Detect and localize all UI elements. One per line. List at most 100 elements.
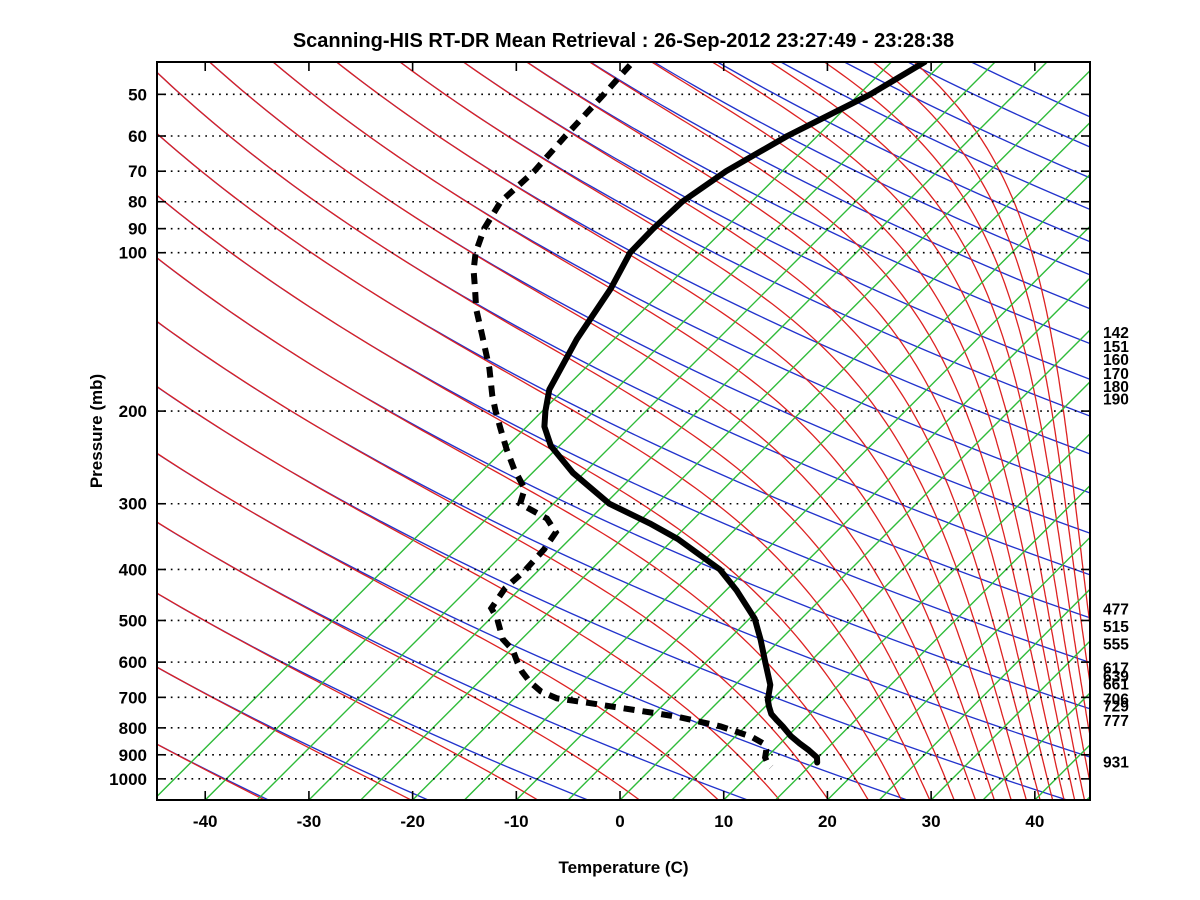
retrieval-level-label: 160 (1103, 352, 1129, 369)
retrieval-level-label: 170 (1103, 366, 1129, 383)
moist-adiabat-line (399, 62, 1027, 800)
moist-adiabat-line (157, 71, 955, 800)
axes-frame: -40 -30 -20 -10 0 10 20 30 40 50 60 70 80 90 100 200 300… (109, 61, 1091, 831)
retrieval-level-label: 706 (1103, 691, 1129, 708)
grid-lines (157, 62, 1090, 800)
x-tick-label: -30 (297, 812, 322, 831)
y-tick-label: 800 (119, 719, 147, 738)
retrieval-level-label: 617 (1103, 661, 1129, 678)
isotherm-line (515, 225, 1090, 800)
retrieval-level-label: 142 (1103, 325, 1129, 342)
moist-adiabat-line (157, 592, 539, 800)
dry-adiabat-line (399, 62, 1090, 417)
dry-adiabat-line (653, 62, 1090, 276)
retrieval-level-label: 639 (1103, 669, 1129, 686)
moist-adiabat-line (157, 320, 829, 800)
x-tick-label: -10 (504, 812, 529, 831)
moist-adiabat-line (769, 62, 1090, 786)
x-tick-label: 20 (818, 812, 837, 831)
dry-adiabat-line (907, 62, 1090, 148)
dry-adiabat-line (157, 320, 1090, 758)
y-tick-label: 900 (119, 746, 147, 765)
moist-adiabat-line (463, 62, 1041, 800)
y-tick-label: 1000 (109, 770, 147, 789)
moist-adiabat-line (157, 194, 903, 800)
y-axis-label: Pressure (mb) (87, 373, 106, 489)
x-tick-label: 30 (922, 812, 941, 831)
x-tick-label: 0 (615, 812, 624, 831)
x-tick-label: -20 (400, 812, 425, 831)
moist-adiabat-line (157, 132, 931, 800)
isotherm-line (671, 380, 1090, 800)
moist-adiabat-line (913, 62, 1090, 631)
dewpoint-profile-line (470, 63, 774, 770)
isotherm-line (826, 536, 1090, 800)
isotherm-line (982, 691, 1090, 800)
moist-adiabat-line (157, 452, 719, 800)
moist-adiabat-line (711, 62, 1086, 800)
y-tick-label: 400 (119, 560, 147, 579)
retrieval-level-label: 661 (1103, 676, 1129, 693)
dry-adiabat-line (157, 257, 1090, 710)
dry-adiabat-line (157, 194, 1090, 664)
retrieval-level-label: 151 (1103, 339, 1129, 356)
dry-adiabat-line (526, 62, 1090, 345)
moist-adiabat-line (157, 385, 781, 800)
x-tick-label: -40 (193, 812, 218, 831)
temperature-profile-line (541, 62, 928, 766)
moist-adiabat-line (157, 257, 869, 800)
dry-adiabat-line (844, 62, 1090, 179)
isotherm-line (567, 277, 1090, 800)
sounding-profiles (470, 62, 928, 770)
y-tick-label: 200 (119, 402, 147, 421)
moist-adiabat-line (209, 62, 977, 800)
moist-adiabat-line (824, 62, 1090, 740)
isotherm-line (463, 173, 1090, 800)
moist-adiabat-line (157, 521, 640, 800)
moist-adiabat-line (872, 62, 1090, 688)
isotherm-line (204, 62, 944, 800)
y-tick-label: 90 (128, 220, 147, 239)
moist-adiabat-line (526, 62, 1054, 800)
y-tick-label: 300 (119, 495, 147, 514)
isotherm-line (930, 640, 1090, 800)
x-tick-label: 10 (714, 812, 733, 831)
y-tick-label: 50 (128, 85, 147, 104)
dry-adiabat-line (157, 592, 589, 800)
x-axis-label: Temperature (C) (558, 858, 689, 877)
retrieval-level-label: 515 (1103, 619, 1129, 636)
dry-adiabat-line (590, 62, 1090, 310)
y-tick-label: 600 (119, 653, 147, 672)
retrieval-level-label: 190 (1103, 391, 1129, 408)
moist-adiabat-line (336, 62, 1012, 800)
isotherm-line (412, 121, 1090, 800)
dry-adiabat-line (272, 62, 1090, 494)
y-tick-label: 100 (119, 244, 147, 263)
isotherm-line (775, 484, 1090, 800)
y-tick-label: 60 (128, 127, 147, 146)
retrieval-level-labels: 1421511601701801904775155556176396617067… (1103, 325, 1129, 772)
x-tick-label: 40 (1025, 812, 1044, 831)
retrieval-level-label: 931 (1103, 755, 1129, 772)
retrieval-level-label: 777 (1103, 713, 1129, 730)
isotherm-line (619, 329, 1090, 800)
dry-adiabat-line (157, 521, 748, 800)
y-tick-label: 70 (128, 162, 147, 181)
dry-adiabat-line (463, 62, 1090, 380)
moist-adiabat-line (157, 666, 412, 800)
isotherm-line (360, 69, 1090, 800)
isotherm-line (157, 62, 892, 798)
isotherm-line (308, 62, 1048, 800)
retrieval-level-label: 729 (1103, 699, 1129, 716)
retrieval-level-label: 180 (1103, 379, 1129, 396)
dry-adiabat-line (157, 666, 429, 800)
dry-adiabat-line (717, 62, 1090, 243)
retrieval-level-label: 555 (1103, 636, 1129, 653)
y-tick-label: 500 (119, 611, 147, 630)
isotherm-line (723, 432, 1090, 800)
dry-adiabat-line (157, 386, 1068, 800)
y-tick-label: 700 (119, 688, 147, 707)
retrieval-level-label: 477 (1103, 602, 1129, 619)
